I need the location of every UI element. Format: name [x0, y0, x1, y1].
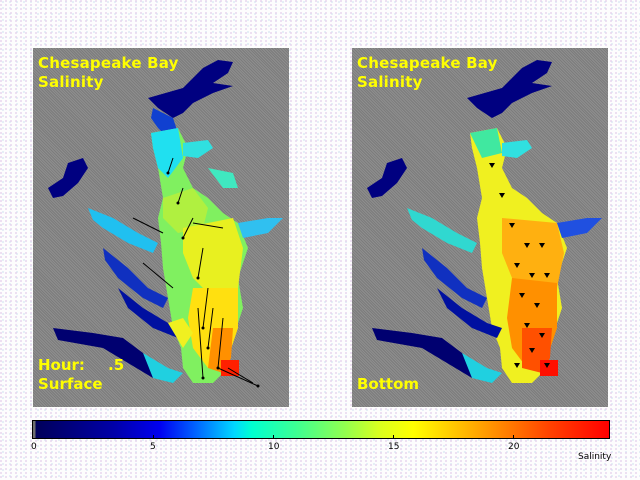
salinity-colorbar: [32, 420, 610, 439]
colorbar-tick: [393, 435, 394, 438]
bottom-bay-map: [367, 60, 602, 383]
layer-label-bottom: Bottom: [357, 375, 420, 393]
colorbar-tick: [153, 435, 154, 438]
surface-salinity-panel: Chesapeake Bay Salinity Hour: .5 Surface: [33, 48, 289, 407]
title-line-2: Salinity: [38, 73, 104, 91]
layer-label-surface: Surface: [38, 375, 103, 393]
surface-bay-map: [48, 60, 283, 388]
title-line-1: Chesapeake Bay: [357, 54, 498, 72]
tick-label-15: 15: [388, 442, 400, 452]
colorbar-tick: [513, 435, 514, 438]
tick-label-20: 20: [508, 442, 520, 452]
surface-panel-title: Chesapeake Bay Salinity: [38, 54, 179, 92]
bottom-panel-title: Chesapeake Bay Salinity: [357, 54, 498, 92]
hour-indicator: Hour: .5: [38, 356, 124, 375]
hour-value: .5: [108, 356, 125, 374]
bottom-salinity-panel: Chesapeake Bay Salinity Bottom: [352, 48, 608, 407]
colorbar-tick: [273, 435, 274, 438]
tick-label-10: 10: [268, 442, 280, 452]
title-line-2: Salinity: [357, 73, 423, 91]
hour-label: Hour:: [38, 356, 85, 374]
title-line-1: Chesapeake Bay: [38, 54, 179, 72]
tick-label-0: 0: [31, 442, 37, 452]
colorbar-label: Salinity: [578, 452, 612, 462]
tick-label-5: 5: [150, 442, 156, 452]
